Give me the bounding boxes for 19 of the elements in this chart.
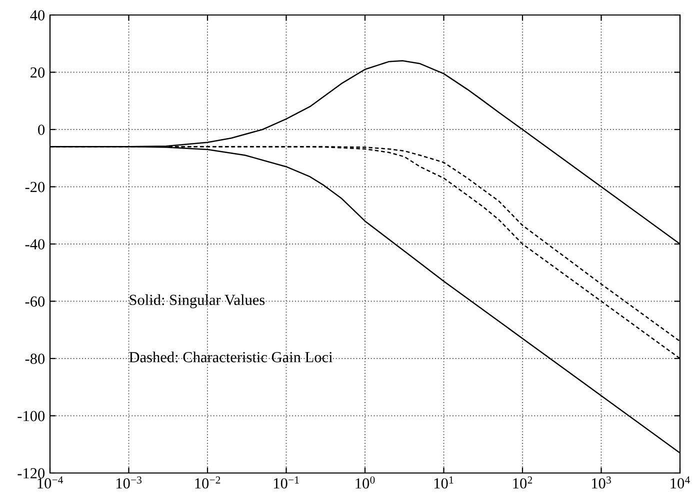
- x-tick-label: 10$^{−1}$: [274, 476, 299, 489]
- y-tick-label: -60: [25, 296, 45, 307]
- y-tick-label: -40: [25, 239, 45, 250]
- x-tick-label: 10$^{0}$: [356, 476, 375, 489]
- x-tick-label: 10$^{3}$: [592, 476, 611, 489]
- y-tick-label: 20: [30, 67, 45, 78]
- annotation: Dashed: Characteristic Gain Loci: [129, 352, 333, 362]
- x-tick-label: 10$^{2}$: [513, 476, 532, 489]
- y-tick-label: -20: [25, 182, 45, 192]
- y-tick-label: -120: [18, 468, 45, 478]
- x-tick-label: 10$^{1}$: [434, 476, 454, 489]
- y-tick-label: -100: [18, 410, 45, 422]
- x-tick-label: 10$^{4}$: [670, 476, 690, 488]
- annotation: Solid: Singular Values: [130, 294, 265, 308]
- y-tick-label: -80: [25, 354, 45, 364]
- y-tick-label: 0: [38, 124, 45, 135]
- x-tick-label: 10$^{−3}$: [116, 476, 142, 489]
- x-tick-label: 10$^{−2}$: [195, 476, 220, 489]
- y-tick-label: 40: [30, 10, 45, 20]
